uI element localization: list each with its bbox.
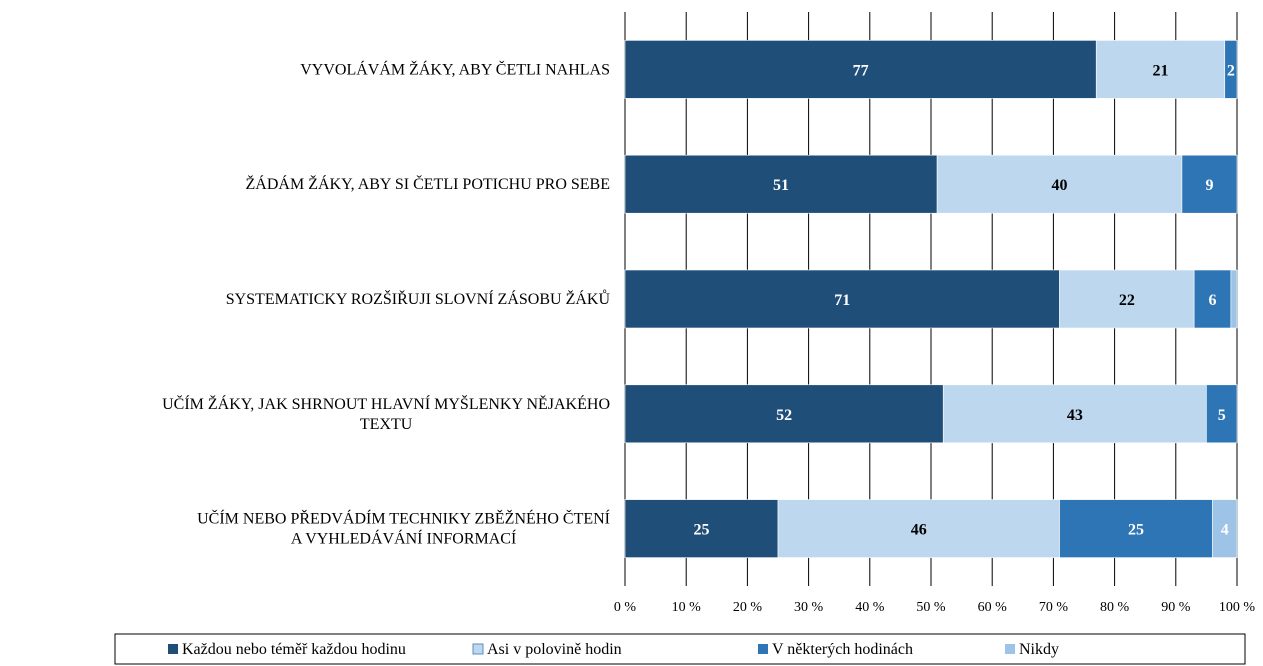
data-label: 2 [1227,62,1235,79]
bar-segment [936,154,1183,214]
bar-segment [1059,499,1213,558]
category-label: SYSTEMATICKY ROZŠIŘUJI SLOVNÍ ZÁSOBU ŽÁK… [226,289,611,308]
legend-swatch [168,644,178,654]
data-label: 4 [1221,522,1229,539]
legend-swatch [1005,644,1015,654]
data-label: 25 [694,522,710,539]
bars: 77 21 2 51 40 9 71 22 6 52 43 5 25 46 25 4 [624,40,1238,558]
legend-item: Každou nebo téměř každou hodinu [168,641,406,658]
bar-segment [1206,384,1238,444]
x-tick-label: 100 % [1219,600,1256,615]
x-tick-label: 0 % [614,600,637,615]
bar-segment [1230,269,1238,329]
legend-label: Nikdy [1019,641,1059,658]
legend-item: V některých hodinách [758,641,913,658]
bar-segment [1193,269,1232,329]
category-label: VYVOLÁVÁM ŽÁKY, ABY ČETLI NAHLAS [300,59,610,78]
bar-segment [624,269,1060,329]
data-label: 5 [1218,407,1226,424]
bar-segment [624,499,779,558]
x-tick-label: 60 % [978,600,1008,615]
data-label: 52 [776,407,792,424]
category-labels: VYVOLÁVÁM ŽÁKY, ABY ČETLI NAHLAS ŽÁDÁM ŽÁ… [162,59,610,547]
legend-swatch [472,643,484,655]
bar-segment [624,154,938,214]
bar-segment [777,499,1060,558]
bar-segment [624,40,1097,99]
category-label: UČÍM NEBO PŘEDVÁDÍM TECHNIKY ZBĚŽNÉHO ČT… [197,509,610,528]
x-tick-label: 20 % [733,600,763,615]
x-tick-label: 10 % [672,600,702,615]
data-label: 22 [1119,292,1135,309]
category-label: A VYHLEDÁVÁNÍ INFORMACÍ [291,529,516,548]
x-tick-label: 50 % [916,600,946,615]
data-label: 40 [1052,177,1068,194]
category-label: UČÍM ŽÁKY, JAK SHRNOUT HLAVNÍ MYŠLENKY N… [162,394,610,413]
data-label: 51 [773,177,789,194]
bar-segment [624,384,944,444]
legend-label: V některých hodinách [772,641,913,658]
bar-segment [1181,154,1238,214]
legend-box [114,633,1246,665]
data-label: 21 [1153,62,1169,79]
bar-segment [1095,40,1226,99]
bar-segment [1059,269,1195,329]
bar-segment [1224,40,1238,99]
data-label: 43 [1067,407,1083,424]
category-label: TEXTU [360,416,413,433]
legend: Každou nebo téměř každou hodinu Asi v pol… [114,633,1246,665]
data-label: 25 [1128,522,1144,539]
x-tick-label: 70 % [1039,600,1069,615]
data-label: 46 [911,522,927,539]
legend-label: Asi v polovině hodin [487,641,622,658]
bar-segment [942,384,1207,444]
category-label: ŽÁDÁM ŽÁKY, ABY SI ČETLI POTICHU PRO SEB… [246,174,610,193]
bar-segment [1212,499,1238,558]
data-label: 9 [1205,177,1213,194]
x-tick-label: 40 % [855,600,885,615]
legend-swatch [758,644,768,654]
data-label: 77 [853,62,869,79]
legend-item: Asi v polovině hodin [472,641,622,658]
legend-item: Nikdy [1005,641,1059,658]
legend-label: Každou nebo téměř každou hodinu [182,641,406,658]
x-tick-label: 30 % [794,600,824,615]
x-tick-label: 80 % [1100,600,1130,615]
data-label: 71 [834,292,850,309]
x-tick-label: 90 % [1161,600,1191,615]
data-label: 6 [1209,292,1217,309]
x-axis-ticks: 0 % 10 % 20 % 30 % 40 % 50 % 60 % 70 % 80 % 90 % 1… [614,600,1256,615]
